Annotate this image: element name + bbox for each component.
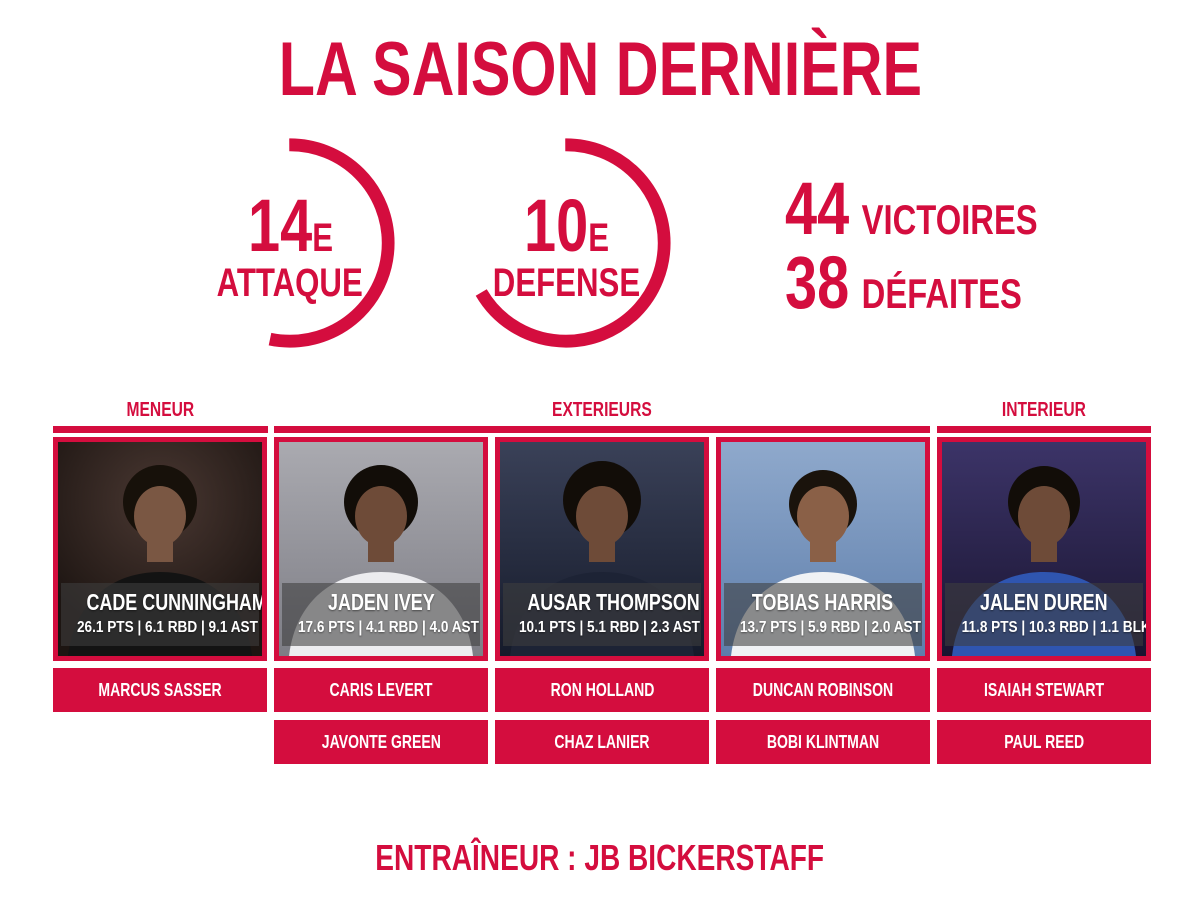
losses-label: DÉFAITES bbox=[861, 270, 1022, 317]
player-name: JALEN DUREN bbox=[980, 588, 1108, 615]
defense-ring-arc-icon bbox=[461, 138, 671, 348]
bench-box-ron-holland: RON HOLLAND bbox=[495, 668, 709, 712]
player-photo: TOBIAS HARRIS 13.7 PTS | 5.9 RBD | 2.0 A… bbox=[721, 442, 925, 656]
page-title: LA SAISON DERNIÈRE bbox=[278, 27, 922, 112]
attack-ring-arc-icon bbox=[185, 138, 395, 348]
player-stats: 11.8 PTS | 10.3 RBD | 1.1 BLK bbox=[961, 618, 1146, 636]
player-caption: AUSAR THOMPSON 10.1 PTS | 5.1 RBD | 2.3 … bbox=[503, 582, 701, 646]
player-name: CADE CUNNINGHAM bbox=[86, 588, 262, 615]
player-photo: CADE CUNNINGHAM 26.1 PTS | 6.1 RBD | 9.1… bbox=[58, 442, 262, 656]
bench-box-javonte-green: JAVONTE GREEN bbox=[274, 720, 488, 764]
bench-box-chaz-lanier: CHAZ LANIER bbox=[495, 720, 709, 764]
player-photo: AUSAR THOMPSON 10.1 PTS | 5.1 RBD | 2.3 … bbox=[500, 442, 704, 656]
group-label-exterieurs: EXTERIEURS bbox=[552, 399, 652, 421]
defense-rank-ring: 10E DEFENSE bbox=[458, 135, 674, 351]
player-stats: 10.1 PTS | 5.1 RBD | 2.3 AST bbox=[518, 618, 700, 636]
defense-rank-label: DEFENSE bbox=[492, 261, 640, 305]
player-name: JADEN IVEY bbox=[327, 588, 435, 615]
bench-box-isaiah-stewart: ISAIAH STEWART bbox=[937, 668, 1151, 712]
bench-box-caris-levert: CARIS LEVERT bbox=[274, 668, 488, 712]
player-stats: 17.6 PTS | 4.1 RBD | 4.0 AST bbox=[297, 618, 479, 636]
record-wins: 44 VICTOIRES bbox=[785, 172, 1109, 246]
player-name: TOBIAS HARRIS bbox=[752, 588, 894, 615]
player-caption: CADE CUNNINGHAM 26.1 PTS | 6.1 RBD | 9.1… bbox=[61, 582, 262, 646]
bench-box-marcus-sasser: MARCUS SASSER bbox=[53, 668, 267, 712]
defense-rank-suffix: E bbox=[587, 216, 609, 260]
attack-rank-value: 14 bbox=[247, 184, 312, 267]
wins-label: VICTOIRES bbox=[861, 196, 1038, 243]
bench-box-paul-reed: PAUL REED bbox=[937, 720, 1151, 764]
player-photo: JALEN DUREN 11.8 PTS | 10.3 RBD | 1.1 BL… bbox=[942, 442, 1146, 656]
group-bar-exterieurs bbox=[274, 426, 930, 433]
coach-line: ENTRAÎNEUR : JB BICKERSTAFF bbox=[375, 837, 825, 878]
player-card-tobias-harris: TOBIAS HARRIS 13.7 PTS | 5.9 RBD | 2.0 A… bbox=[716, 437, 930, 661]
group-bar-interieur bbox=[937, 426, 1151, 433]
bench-box-duncan-robinson: DUNCAN ROBINSON bbox=[716, 668, 930, 712]
player-card-cade-cunningham: CADE CUNNINGHAM 26.1 PTS | 6.1 RBD | 9.1… bbox=[53, 437, 267, 661]
player-stats: 26.1 PTS | 6.1 RBD | 9.1 AST bbox=[76, 618, 258, 636]
group-label-interieur: INTERIEUR bbox=[1001, 399, 1087, 421]
player-name: AUSAR THOMPSON bbox=[527, 588, 700, 615]
attack-rank-text: 14E ATTAQUE bbox=[182, 135, 398, 351]
player-photo: JADEN IVEY 17.6 PTS | 4.1 RBD | 4.0 AST bbox=[279, 442, 483, 656]
attack-rank-label: ATTAQUE bbox=[216, 261, 364, 305]
player-caption: TOBIAS HARRIS 13.7 PTS | 5.9 RBD | 2.0 A… bbox=[724, 582, 922, 646]
player-card-jalen-duren: JALEN DUREN 11.8 PTS | 10.3 RBD | 1.1 BL… bbox=[937, 437, 1151, 661]
player-card-jaden-ivey: JADEN IVEY 17.6 PTS | 4.1 RBD | 4.0 AST bbox=[274, 437, 488, 661]
attack-rank-ring: 14E ATTAQUE bbox=[182, 135, 398, 351]
defense-rank-text: 10E DEFENSE bbox=[458, 135, 674, 351]
record-losses: 38 DÉFAITES bbox=[785, 246, 1089, 320]
defense-rank-value: 10 bbox=[523, 184, 588, 267]
player-caption: JADEN IVEY 17.6 PTS | 4.1 RBD | 4.0 AST bbox=[282, 582, 480, 646]
player-card-ausar-thompson: AUSAR THOMPSON 10.1 PTS | 5.1 RBD | 2.3 … bbox=[495, 437, 709, 661]
group-label-meneur: MENEUR bbox=[126, 399, 195, 421]
wins-value: 44 bbox=[785, 167, 850, 250]
attack-rank-suffix: E bbox=[311, 216, 333, 260]
bench-box-bobi-klintman: BOBI KLINTMAN bbox=[716, 720, 930, 764]
player-caption: JALEN DUREN 11.8 PTS | 10.3 RBD | 1.1 BL… bbox=[945, 582, 1146, 646]
losses-value: 38 bbox=[785, 241, 850, 324]
group-bar-meneur bbox=[53, 426, 268, 433]
player-stats: 13.7 PTS | 5.9 RBD | 2.0 AST bbox=[739, 618, 921, 636]
